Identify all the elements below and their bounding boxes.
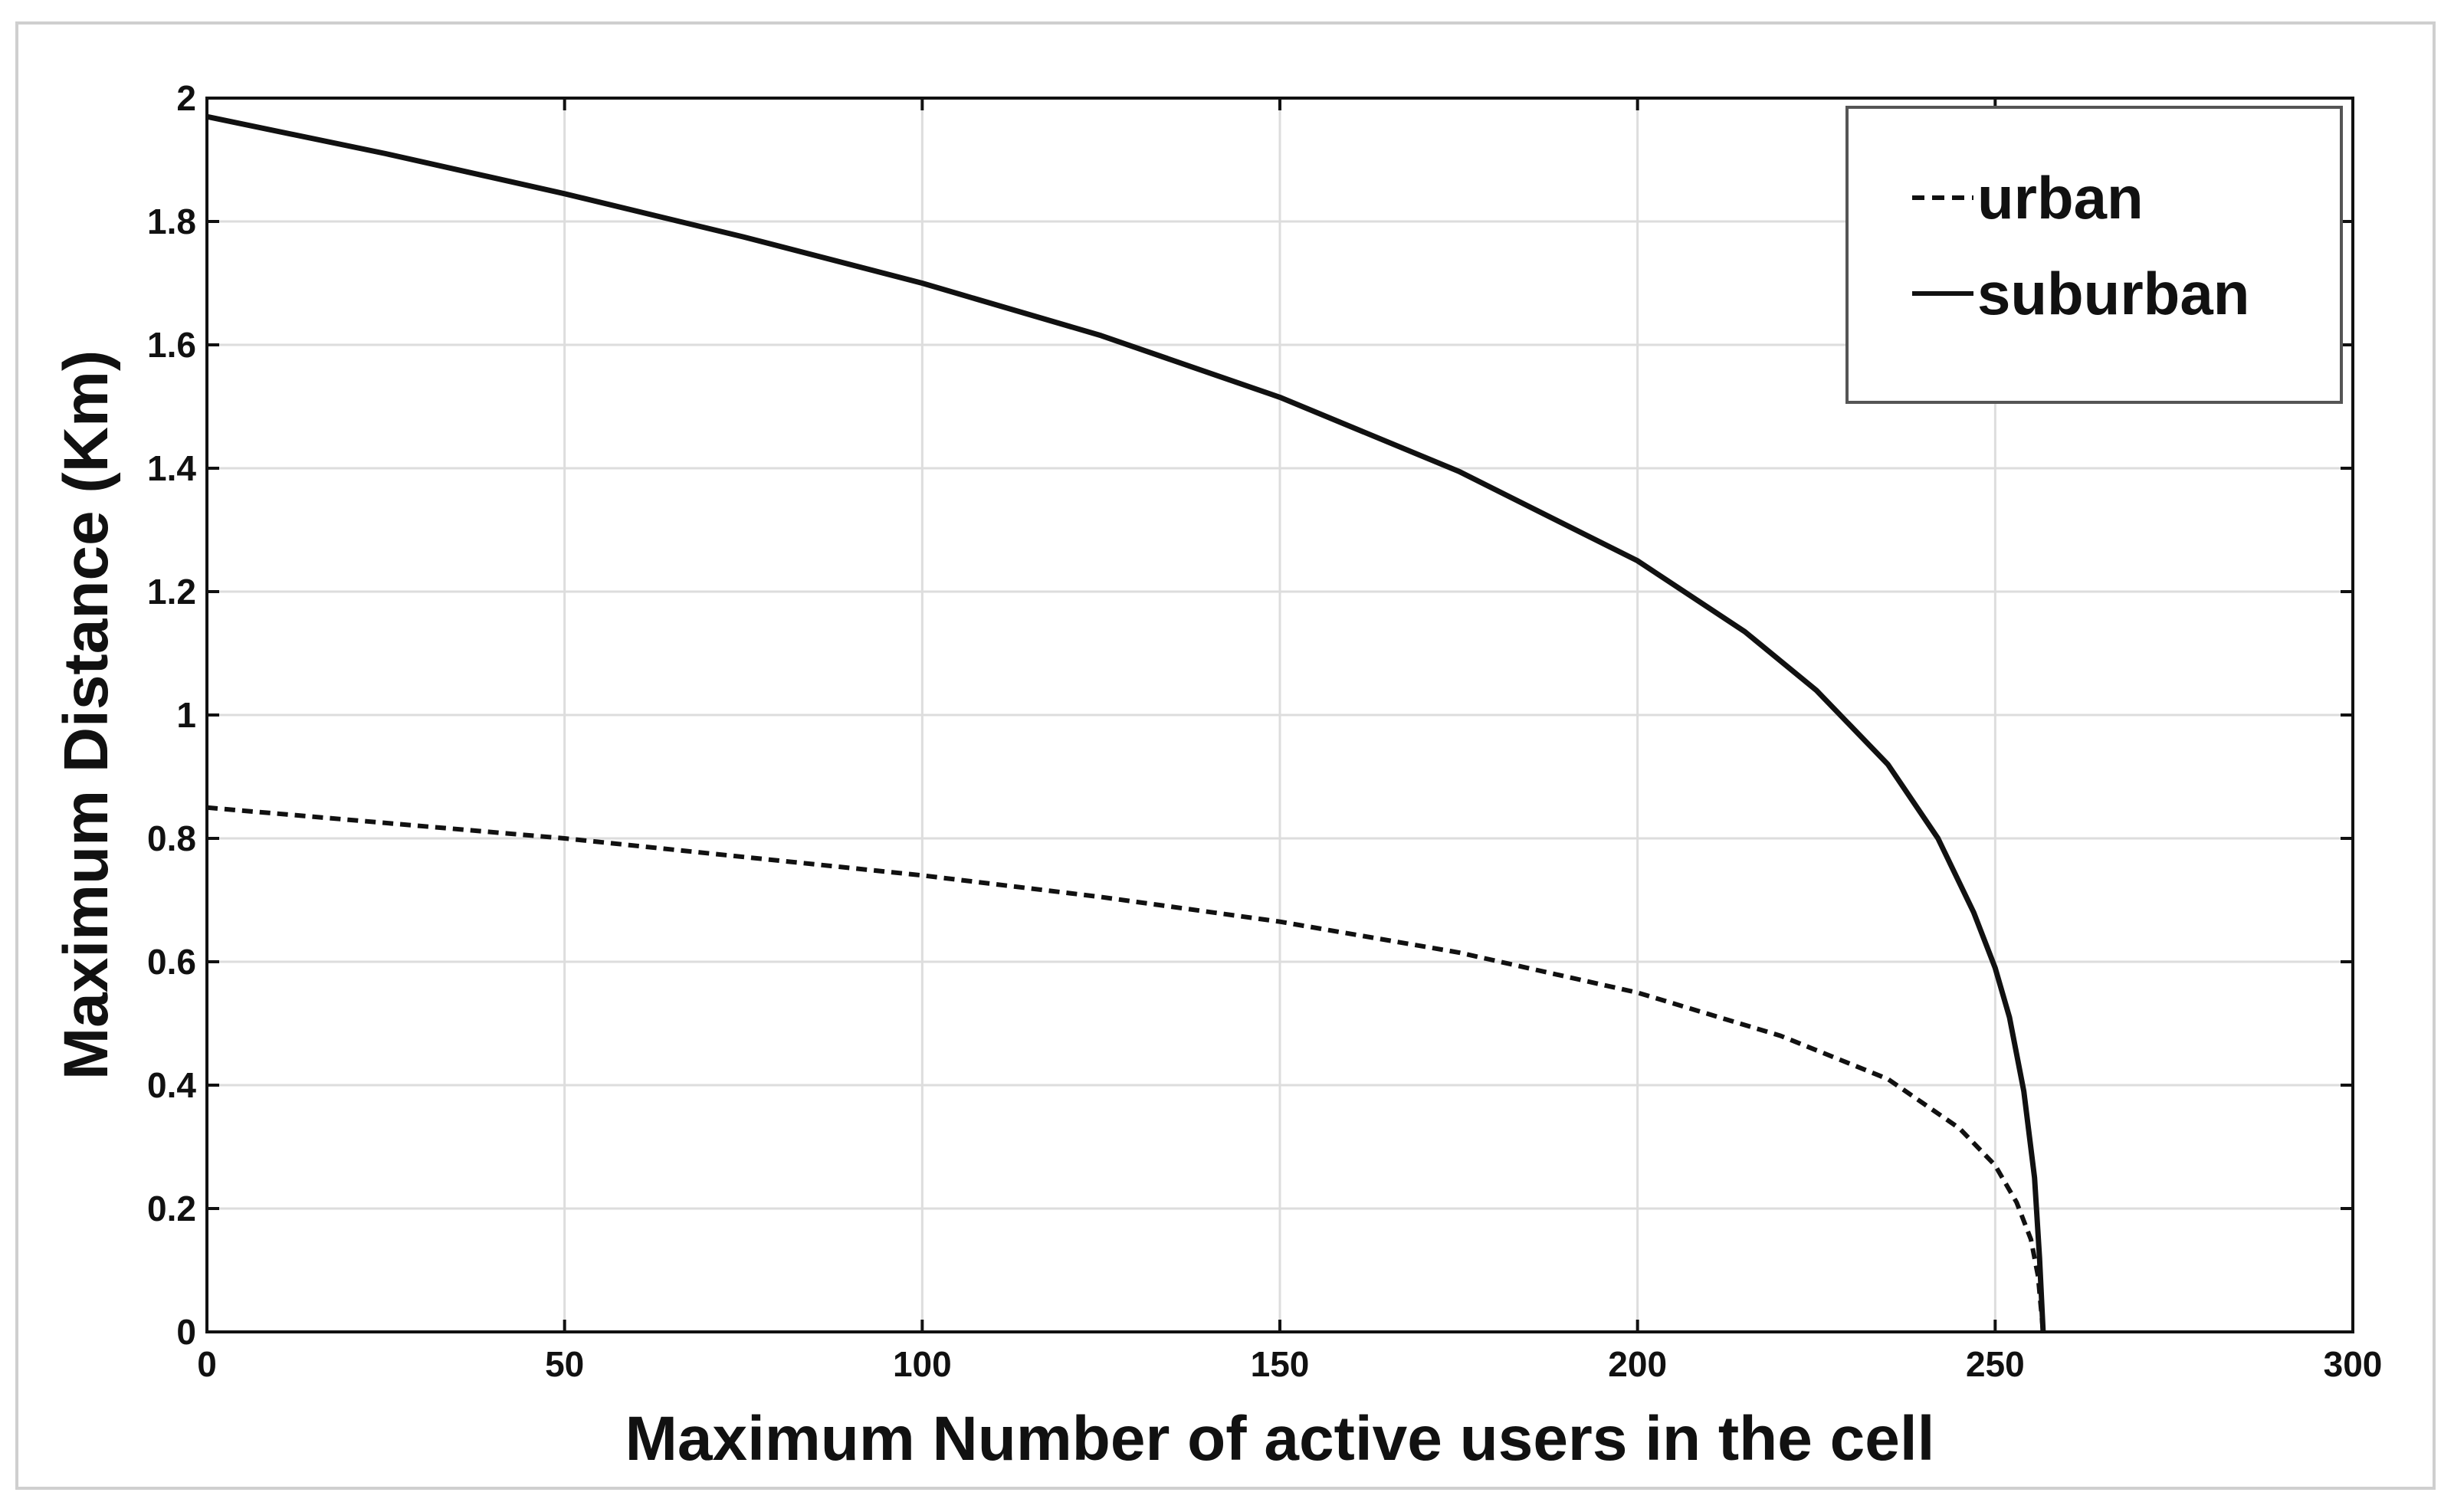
series-line-suburban bbox=[206, 113, 2046, 1333]
x-tick-label: 300 bbox=[2324, 1344, 2383, 1384]
axis-ticks bbox=[205, 97, 2354, 1333]
x-tick-labels: 0 50 100 150 200 250 300 bbox=[197, 1344, 2382, 1384]
legend-box bbox=[1845, 106, 2343, 404]
y-tick-label: 0 bbox=[176, 1312, 196, 1352]
y-tick-label: 2 bbox=[176, 78, 196, 118]
gridlines bbox=[207, 98, 2353, 1332]
x-tick-label: 150 bbox=[1251, 1344, 1310, 1384]
y-tick-label: 0.2 bbox=[147, 1189, 196, 1228]
series-line-urban bbox=[206, 805, 2046, 1333]
x-tick-label: 50 bbox=[545, 1344, 584, 1384]
legend-label-urban: urban bbox=[1977, 164, 2144, 231]
y-axis-title: Maximum Distance (Km) bbox=[51, 350, 121, 1080]
y-tick-label: 1.2 bbox=[147, 572, 196, 612]
y-tick-label: 0.4 bbox=[147, 1065, 196, 1105]
y-tick-labels: 0 0.2 0.4 0.6 0.8 1 1.2 1.4 1.6 1.8 2 bbox=[147, 78, 196, 1352]
y-tick-label: 1.4 bbox=[147, 448, 196, 488]
x-tick-label: 250 bbox=[1966, 1344, 2025, 1384]
series-lines bbox=[206, 113, 2046, 1333]
y-tick-label: 1.8 bbox=[147, 202, 196, 241]
y-tick-label: 1 bbox=[176, 695, 196, 735]
x-tick-label: 100 bbox=[893, 1344, 952, 1384]
y-tick-label: 0.8 bbox=[147, 818, 196, 858]
legend-label-suburban: suburban bbox=[1977, 260, 2249, 327]
y-tick-label: 0.6 bbox=[147, 942, 196, 982]
x-tick-label: 0 bbox=[197, 1344, 217, 1384]
legend: urban suburban bbox=[1845, 106, 2343, 404]
x-tick-label: 200 bbox=[1608, 1344, 1667, 1384]
y-tick-label: 1.6 bbox=[147, 325, 196, 365]
x-axis-title: Maximum Number of active users in the ce… bbox=[625, 1404, 1935, 1474]
